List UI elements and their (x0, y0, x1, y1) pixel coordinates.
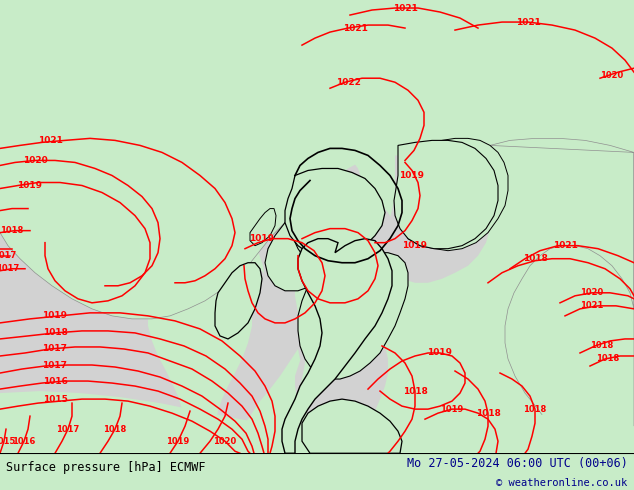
Text: 1015: 1015 (42, 394, 67, 404)
Text: 1017: 1017 (0, 251, 16, 260)
Text: 1015: 1015 (0, 437, 16, 446)
Text: 1020: 1020 (580, 288, 604, 297)
Polygon shape (175, 216, 342, 453)
Polygon shape (215, 263, 262, 339)
Text: 1021: 1021 (515, 18, 540, 26)
Text: 1019: 1019 (18, 181, 42, 190)
Polygon shape (282, 239, 392, 453)
Text: 1018: 1018 (522, 254, 547, 263)
Text: 1019: 1019 (427, 348, 453, 358)
Text: 1016: 1016 (42, 376, 67, 386)
Text: 1018: 1018 (590, 342, 614, 350)
Polygon shape (258, 196, 390, 269)
Text: 1021: 1021 (37, 136, 62, 145)
Text: © weatheronline.co.uk: © weatheronline.co.uk (496, 478, 628, 488)
Polygon shape (490, 138, 634, 453)
Polygon shape (0, 211, 272, 453)
Polygon shape (298, 155, 408, 383)
Text: 1017: 1017 (42, 361, 67, 369)
Text: 1020: 1020 (214, 437, 236, 446)
Polygon shape (250, 209, 276, 245)
Text: 1019: 1019 (166, 437, 190, 446)
Text: 1021: 1021 (392, 3, 417, 13)
Polygon shape (398, 138, 508, 251)
Text: 1022: 1022 (335, 78, 361, 87)
Polygon shape (302, 399, 402, 453)
Polygon shape (394, 141, 498, 249)
Text: 1020: 1020 (23, 156, 48, 165)
Text: Surface pressure [hPa] ECMWF: Surface pressure [hPa] ECMWF (6, 462, 206, 474)
Text: 1019: 1019 (399, 171, 425, 180)
Text: 1018: 1018 (1, 226, 23, 235)
Text: 1021: 1021 (342, 24, 368, 32)
Text: 1018: 1018 (476, 409, 500, 417)
Text: 1018: 1018 (42, 328, 67, 338)
Text: 1019: 1019 (403, 241, 427, 250)
Text: 1017: 1017 (0, 264, 20, 273)
Text: 1019: 1019 (441, 405, 463, 414)
Polygon shape (0, 391, 634, 453)
Text: Mo 27-05-2024 06:00 UTC (00+06): Mo 27-05-2024 06:00 UTC (00+06) (407, 457, 628, 470)
Text: 1018: 1018 (103, 425, 127, 434)
Text: 1017: 1017 (56, 425, 80, 434)
Text: 1017: 1017 (42, 344, 67, 353)
Text: 1021: 1021 (553, 241, 578, 250)
Polygon shape (0, 239, 634, 453)
Polygon shape (175, 239, 272, 453)
Text: 1019: 1019 (250, 234, 275, 243)
Text: 1018: 1018 (403, 387, 427, 395)
Text: 1016: 1016 (12, 437, 36, 446)
Text: 1021: 1021 (580, 301, 604, 310)
Polygon shape (285, 169, 385, 256)
Polygon shape (265, 182, 408, 379)
Polygon shape (0, 0, 634, 319)
Text: 1019: 1019 (42, 311, 67, 320)
Polygon shape (388, 155, 490, 283)
Text: 1020: 1020 (600, 71, 624, 80)
Text: 1018: 1018 (597, 354, 619, 364)
Polygon shape (295, 313, 388, 453)
Text: 1018: 1018 (524, 405, 547, 414)
